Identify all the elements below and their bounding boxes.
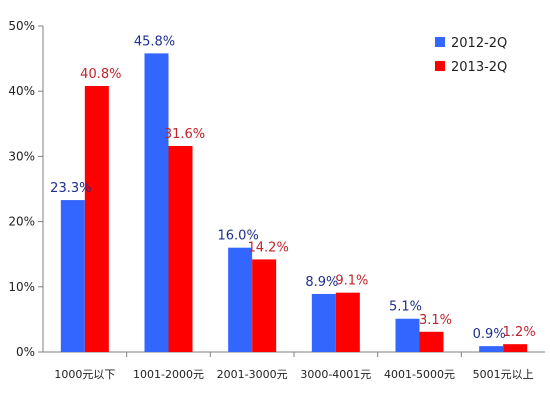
bar-2013-2Q	[335, 292, 360, 352]
bar-2012-2Q	[144, 53, 169, 352]
x-tick-label: 1001-2000元	[133, 368, 204, 381]
bar-2012-2Q	[395, 318, 420, 352]
y-tick-label: 10%	[8, 280, 35, 294]
data-label-2013-2Q: 3.1%	[419, 313, 452, 328]
bar-2012-2Q	[228, 247, 253, 352]
data-label-2012-2Q: 0.9%	[473, 327, 506, 342]
y-tick-label: 40%	[8, 84, 35, 98]
data-label-2013-2Q: 14.2%	[248, 240, 289, 255]
legend-swatch-2012-2Q	[435, 37, 445, 47]
legend: 2012-2Q 2013-2Q	[435, 36, 507, 75]
x-tick-label: 5001元以上	[473, 368, 534, 381]
bar-2013-2Q	[168, 145, 193, 352]
data-label-2013-2Q: 9.1%	[335, 274, 368, 289]
y-axis-ticks: 0% 10% 20% 30% 40% 50%	[8, 19, 43, 359]
bar-2013-2Q	[419, 331, 444, 352]
y-tick-label: 30%	[8, 149, 35, 163]
x-tick-label: 4001-5000元	[384, 368, 455, 381]
bar-2013-2Q	[503, 344, 528, 352]
legend-label: 2013-2Q	[451, 60, 507, 75]
x-tick-label: 3000-4001元	[300, 368, 371, 381]
bars	[60, 53, 528, 352]
x-axis-ticks: 1000元以下 1001-2000元 2001-3000元 3000-4001元 400…	[54, 352, 534, 381]
data-label-2013-2Q: 31.6%	[164, 127, 205, 142]
x-tick-label: 2001-3000元	[217, 368, 288, 381]
legend-swatch-2013-2Q	[435, 61, 445, 71]
data-label-2012-2Q: 5.1%	[389, 300, 422, 315]
y-tick-label: 0%	[16, 345, 35, 359]
bar-2012-2Q	[60, 200, 85, 352]
data-label-2012-2Q: 8.9%	[305, 275, 338, 290]
x-tick-label: 1000元以下	[54, 368, 115, 381]
data-labels: 23.3% 40.8% 45.8% 31.6% 16.0%14.2% 8.9%9.1% 5.…	[50, 34, 536, 342]
y-tick-label: 50%	[8, 19, 35, 33]
y-tick-label: 20%	[8, 215, 35, 229]
legend-label: 2012-2Q	[451, 36, 507, 51]
bar-2013-2Q	[84, 85, 109, 352]
bar-2012-2Q	[311, 293, 336, 352]
data-label-2012-2Q: 45.8%	[134, 34, 175, 49]
data-label-2013-2Q: 40.8%	[80, 67, 121, 82]
data-label-2012-2Q: 16.0%	[218, 229, 259, 244]
data-label-2013-2Q: 1.2%	[503, 325, 536, 340]
bar-2013-2Q	[252, 259, 277, 352]
data-label-2012-2Q: 23.3%	[50, 181, 91, 196]
bar-2012-2Q	[479, 346, 504, 352]
